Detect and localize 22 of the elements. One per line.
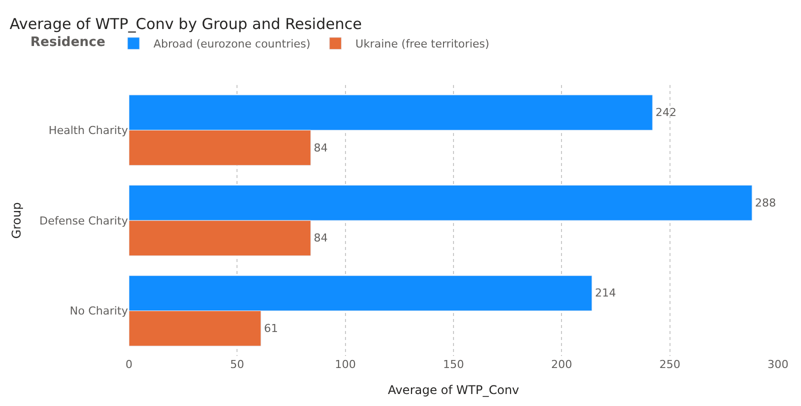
chart-title: Average of WTP_Conv by Group and Residence <box>10 14 362 33</box>
data-label: 84 <box>314 232 328 245</box>
legend-label: Ukraine (free territories) <box>355 38 490 51</box>
x-tick-label: 50 <box>230 358 244 371</box>
data-label: 61 <box>264 322 278 335</box>
data-label: 214 <box>594 286 616 300</box>
y-tick-label: Health Charity <box>48 124 128 138</box>
data-label: 288 <box>755 196 776 210</box>
x-tick-label: 150 <box>443 358 464 371</box>
y-tick-label: Defense Charity <box>39 214 128 228</box>
x-tick-label: 250 <box>659 358 680 371</box>
x-tick-label: 200 <box>551 358 572 371</box>
x-tick-label: 300 <box>768 358 788 371</box>
data-label: 242 <box>656 106 677 120</box>
legend-title: Residence <box>30 34 106 50</box>
x-tick-label: 0 <box>126 358 132 371</box>
x-axis-title: Average of WTP_Conv <box>388 382 520 397</box>
x-tick-label: 100 <box>334 358 356 371</box>
data-label: 84 <box>314 141 328 154</box>
y-axis-title: Group <box>10 202 24 239</box>
legend-label: Abroad (eurozone countries) <box>154 38 310 51</box>
y-tick-label: No Charity <box>70 304 128 318</box>
